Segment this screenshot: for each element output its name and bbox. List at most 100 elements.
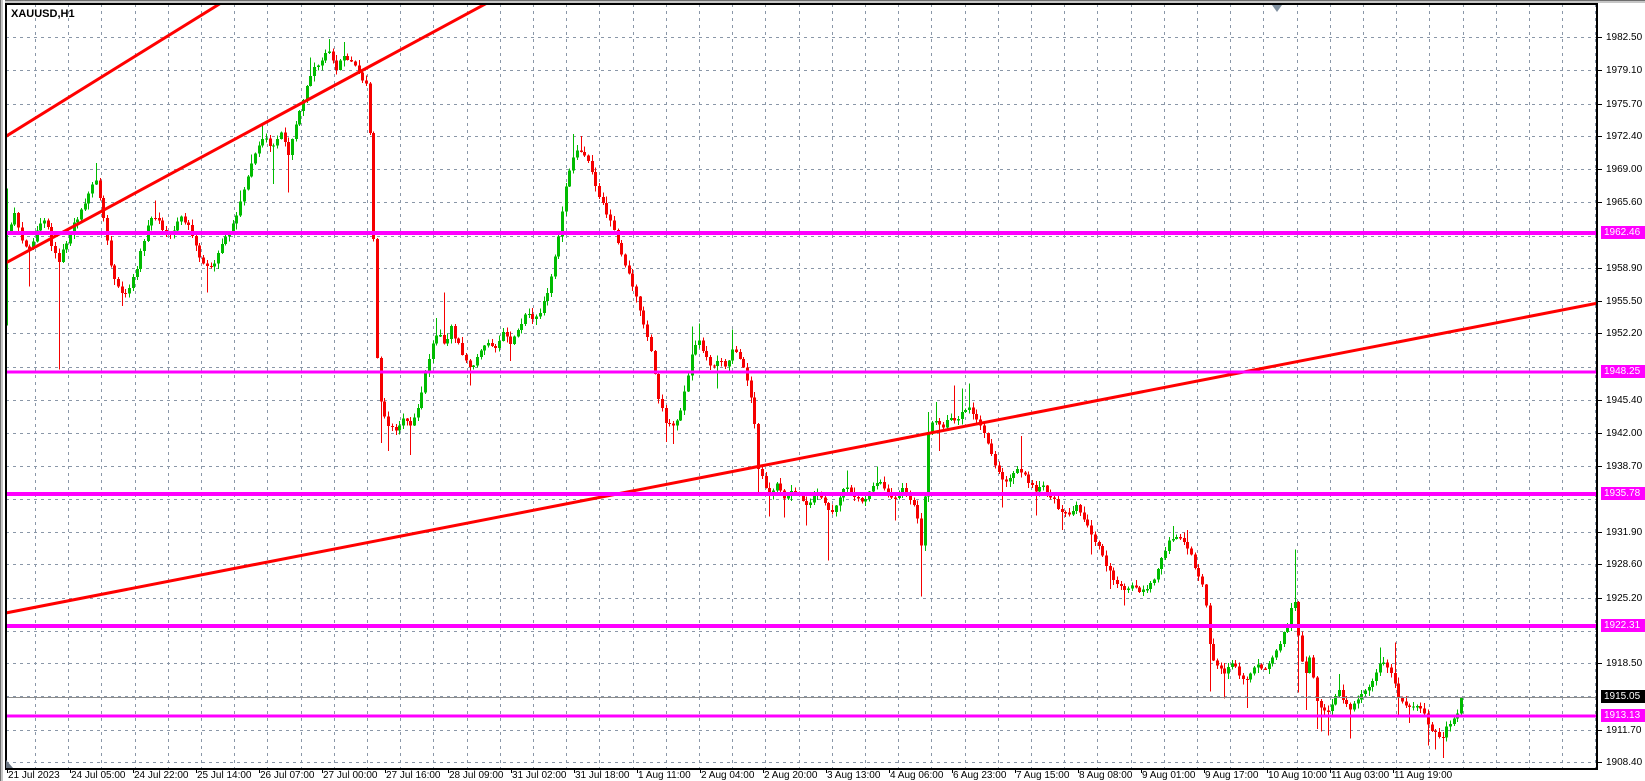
candle-body bbox=[720, 360, 723, 362]
candle-body bbox=[1253, 667, 1256, 674]
candle-body bbox=[1401, 697, 1404, 702]
candle-body bbox=[298, 111, 301, 125]
candle-body bbox=[198, 245, 201, 258]
candle-body bbox=[73, 222, 76, 236]
candle-body bbox=[491, 342, 494, 347]
candle-body bbox=[1083, 512, 1086, 520]
candle-body bbox=[635, 286, 638, 297]
candle-body bbox=[1031, 483, 1034, 485]
candle-body bbox=[1068, 512, 1071, 515]
candle-body bbox=[1386, 662, 1389, 668]
candle-body bbox=[613, 220, 616, 230]
candle-body bbox=[454, 326, 457, 339]
candle-body bbox=[1012, 472, 1015, 479]
candle-body bbox=[517, 329, 520, 337]
price-axis-label: 1931.90 bbox=[1606, 527, 1643, 538]
candle-body bbox=[291, 139, 294, 155]
candle-body bbox=[953, 418, 956, 421]
trendline-long-support-line[interactable] bbox=[0, 301, 1597, 615]
candle-body bbox=[1079, 504, 1082, 513]
plot-border bbox=[5, 3, 1598, 770]
candle-body bbox=[609, 214, 612, 221]
candle-body bbox=[687, 375, 690, 392]
candle-body bbox=[1053, 497, 1056, 499]
candle-body bbox=[1157, 569, 1160, 580]
price-axis-label: 1965.60 bbox=[1606, 197, 1643, 208]
candle-body bbox=[950, 418, 953, 421]
candle-body bbox=[62, 249, 65, 262]
candle-body bbox=[813, 495, 816, 503]
candle-body bbox=[1297, 601, 1300, 636]
candle-body bbox=[269, 138, 272, 147]
candle-body bbox=[1057, 498, 1060, 510]
candle-body bbox=[753, 397, 756, 425]
candle-body bbox=[1223, 668, 1226, 674]
candle-body bbox=[1257, 664, 1260, 668]
candle-body bbox=[76, 219, 79, 223]
price-axis-label: 1975.70 bbox=[1606, 99, 1643, 110]
candle-body bbox=[802, 493, 805, 501]
time-axis-label: 24 Jul 05:00 bbox=[71, 770, 126, 781]
candle-body bbox=[406, 418, 409, 421]
candle-body bbox=[350, 60, 353, 62]
candle-body bbox=[1168, 540, 1171, 551]
candle-body bbox=[702, 340, 705, 352]
level-price-badge[interactable]: 1913.13 bbox=[1601, 709, 1645, 722]
candle-body bbox=[1016, 469, 1019, 473]
candle-body bbox=[539, 313, 542, 317]
candle-body bbox=[1205, 584, 1208, 606]
axis-origin-marker-icon bbox=[6, 760, 13, 768]
candle-body bbox=[58, 252, 61, 262]
candle-body bbox=[987, 433, 990, 444]
candle-body bbox=[1423, 708, 1426, 714]
level-price-badge[interactable]: 1922.31 bbox=[1601, 619, 1645, 632]
trendline-upper-channel-line[interactable] bbox=[0, 0, 300, 140]
candle-body bbox=[1090, 525, 1093, 535]
candle-body bbox=[639, 296, 642, 311]
candle-body bbox=[13, 213, 16, 225]
candle-body bbox=[476, 357, 479, 366]
candle-body bbox=[1316, 677, 1319, 702]
candle-body bbox=[998, 465, 1001, 473]
candle-body bbox=[654, 350, 657, 374]
level-price-badge[interactable]: 1948.25 bbox=[1601, 365, 1645, 378]
candle-body bbox=[158, 217, 161, 221]
candle-body bbox=[498, 340, 501, 348]
candle-body bbox=[964, 410, 967, 412]
candle-body bbox=[132, 276, 135, 289]
time-axis-label: 31 Jul 18:00 bbox=[575, 770, 630, 781]
candle-body bbox=[531, 313, 534, 320]
candle-body bbox=[1394, 672, 1397, 684]
candle-body bbox=[1364, 690, 1367, 695]
candle-body bbox=[598, 186, 601, 197]
candle-body bbox=[1072, 511, 1075, 515]
candle-body bbox=[557, 236, 560, 257]
candle-body bbox=[1105, 555, 1108, 566]
candle-body bbox=[1445, 726, 1448, 738]
time-axis-label: 10 Aug 10:00 bbox=[1268, 770, 1327, 781]
level-price-badge[interactable]: 1962.46 bbox=[1601, 226, 1645, 239]
candle-body bbox=[1227, 667, 1230, 674]
level-price-badge[interactable]: 1935.78 bbox=[1601, 487, 1645, 500]
candle-body bbox=[258, 145, 261, 154]
candle-body bbox=[1164, 550, 1167, 559]
price-axis-label: 1982.50 bbox=[1606, 32, 1643, 43]
candle-body bbox=[254, 153, 257, 164]
candle-body bbox=[472, 365, 475, 367]
candle-body bbox=[54, 246, 57, 253]
candle-body bbox=[942, 424, 945, 428]
price-axis-label: 1938.70 bbox=[1606, 461, 1643, 472]
candle-body bbox=[47, 220, 50, 228]
candle-body bbox=[295, 124, 298, 140]
window-border-left bbox=[0, 0, 5, 781]
candle-body bbox=[509, 336, 512, 344]
candle-body bbox=[1312, 657, 1315, 678]
candle-body bbox=[794, 491, 797, 493]
trendline-lower-channel-line[interactable] bbox=[0, 0, 500, 266]
candle-body bbox=[668, 422, 671, 425]
candle-body bbox=[187, 222, 190, 226]
price-axis-label: 1958.90 bbox=[1606, 263, 1643, 274]
candle-body bbox=[365, 80, 368, 84]
